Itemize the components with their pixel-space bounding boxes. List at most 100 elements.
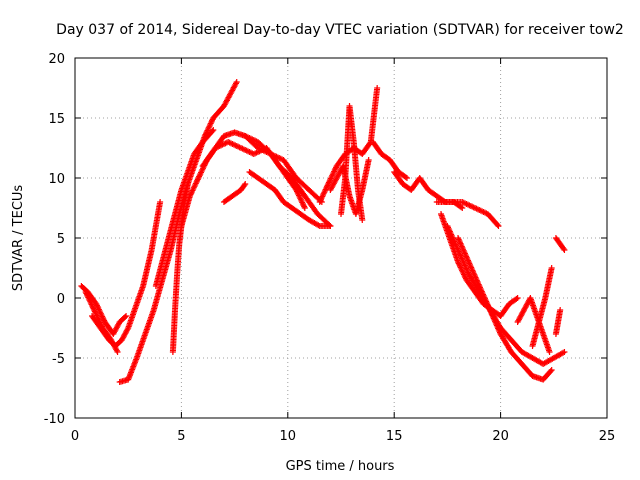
data-point [83, 291, 90, 298]
data-point [188, 188, 195, 195]
data-point [561, 349, 568, 355]
data-point [321, 187, 328, 194]
data-point [514, 295, 521, 301]
data-point [329, 171, 336, 178]
series-track-15 [369, 139, 410, 181]
data-point [560, 245, 567, 252]
data-point [320, 190, 327, 197]
data-point [546, 349, 553, 355]
data-point [295, 192, 302, 199]
data-point [299, 200, 306, 207]
data-point [316, 199, 323, 205]
x-tick-label: 25 [599, 429, 616, 444]
data-point [91, 307, 98, 313]
data-point [327, 223, 334, 229]
y-tick-label: -5 [52, 352, 65, 367]
x-tick-label: 0 [71, 429, 79, 444]
data-point [204, 127, 211, 134]
data-point [184, 181, 191, 187]
data-point [92, 309, 99, 316]
x-tick-label: 20 [492, 429, 509, 444]
data-point [210, 127, 217, 133]
data-point [294, 189, 301, 196]
series-track-3 [89, 199, 164, 349]
data-point [317, 197, 324, 204]
data-point [89, 304, 96, 311]
data-point [192, 181, 199, 188]
data-point [207, 121, 214, 128]
data-points [78, 79, 568, 385]
data-point [560, 349, 567, 356]
data-point [190, 184, 197, 191]
data-point [90, 305, 97, 312]
data-point [298, 198, 305, 205]
data-point [495, 223, 502, 229]
data-point [328, 174, 335, 181]
data-point [209, 128, 216, 135]
data-point [191, 183, 198, 190]
data-point [325, 179, 332, 186]
data-point [297, 195, 304, 202]
data-point [207, 120, 214, 127]
data-point [513, 295, 520, 302]
data-point [198, 169, 205, 176]
data-point [324, 182, 331, 189]
data-point [193, 179, 200, 186]
data-point [548, 265, 555, 271]
data-point [319, 192, 326, 199]
data-point [329, 172, 336, 179]
data-point [327, 175, 334, 182]
data-point [85, 295, 92, 302]
data-point [208, 119, 215, 126]
data-point [458, 204, 465, 211]
data-point [206, 123, 213, 130]
data-point [325, 181, 332, 187]
data-point [196, 173, 203, 180]
series-track-14 [338, 103, 366, 223]
data-point [301, 203, 308, 210]
data-point [85, 294, 92, 301]
y-tick-label: 5 [57, 232, 65, 247]
data-point [300, 202, 307, 209]
series-track-20 [455, 235, 568, 367]
data-point [195, 175, 202, 181]
data-point [93, 311, 100, 318]
data-point [332, 165, 339, 172]
series-track-22 [529, 265, 555, 349]
x-tick-label: 15 [386, 429, 403, 444]
data-point [209, 117, 216, 124]
data-point [557, 307, 564, 313]
data-point [321, 189, 328, 196]
data-point [296, 193, 303, 200]
data-point [123, 313, 130, 319]
data-point [315, 222, 322, 229]
data-point [194, 176, 201, 183]
data-point [295, 191, 302, 198]
data-point [233, 79, 240, 85]
series-track-23 [552, 307, 564, 337]
data-point [331, 168, 338, 175]
y-tick-label: 15 [48, 112, 65, 127]
data-point [331, 167, 338, 174]
data-point [242, 181, 249, 187]
chart-title: Day 037 of 2014, Sidereal Day-to-day VTE… [56, 22, 624, 38]
data-point [327, 176, 334, 183]
data-point [192, 180, 199, 187]
data-point [124, 326, 131, 333]
y-axis-label: SDTVAR / TECUs [11, 185, 26, 292]
data-point [87, 300, 94, 307]
series-track-5 [152, 127, 217, 289]
data-point [157, 199, 164, 205]
data-point [330, 169, 337, 176]
x-tick-label: 10 [280, 429, 297, 444]
data-point [547, 368, 554, 375]
data-point [365, 157, 372, 163]
data-point [198, 168, 205, 175]
data-point [297, 196, 304, 203]
data-point [561, 247, 568, 253]
data-point [318, 196, 325, 203]
data-point [326, 178, 333, 185]
data-point [82, 289, 89, 295]
data-point [205, 126, 212, 133]
data-point [114, 349, 121, 355]
